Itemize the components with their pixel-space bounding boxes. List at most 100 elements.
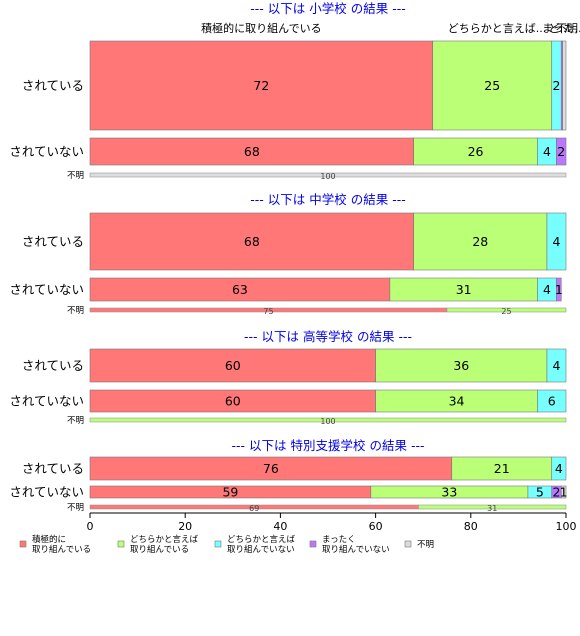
- data-label: 25: [501, 307, 511, 316]
- data-label: 63: [232, 282, 248, 297]
- x-tick-label: 0: [87, 520, 94, 533]
- row-label: されていない: [9, 394, 84, 409]
- data-label: 4: [543, 282, 551, 297]
- data-label: 1: [555, 282, 563, 297]
- bar-row: されている 76 21 4: [22, 456, 567, 481]
- legend-label: どちらかと言えば取り組んでいない: [227, 534, 296, 555]
- data-label: 100: [320, 417, 335, 426]
- data-label: 6: [548, 394, 556, 409]
- bar-segment: [413, 212, 548, 271]
- row-label: 不明: [67, 171, 84, 181]
- legend-swatch: [214, 540, 222, 548]
- data-label: 4: [555, 461, 563, 476]
- row-label: 不明: [67, 306, 84, 316]
- bar-segment: [418, 504, 567, 510]
- bar-row: されている 68 28 4: [22, 212, 567, 271]
- row-label: されている: [22, 78, 84, 93]
- bar-segment: [551, 456, 567, 481]
- bar-segment: [89, 40, 434, 131]
- row-label: 不明: [67, 503, 84, 513]
- data-label: 60: [225, 358, 241, 373]
- data-label: 31: [456, 282, 472, 297]
- legend: 積極的に取り組んでいる どちらかと言えば取り組んでいる どちらかと言えば取り組んでい…: [19, 534, 434, 555]
- data-label: 72: [253, 78, 269, 93]
- bar-segment: [537, 389, 567, 413]
- data-label: 4: [543, 144, 551, 159]
- section-title: --- 以下は 特別支援学校 の結果 ---: [232, 438, 425, 453]
- bar-segment: [560, 485, 567, 499]
- data-label: 68: [244, 144, 260, 159]
- bar-row: 不明 75 25: [67, 306, 567, 316]
- data-label: 2: [553, 485, 561, 500]
- data-label: 1: [560, 485, 568, 500]
- bar-segment: [413, 137, 538, 166]
- data-label: 36: [453, 358, 469, 373]
- section-4: --- 以下は 特別支援学校 の結果 --- されている 76 21 4 されていない 59…: [9, 438, 567, 513]
- data-label: 59: [222, 485, 238, 500]
- legend-label: まったく取り組んでいない: [322, 535, 390, 555]
- top-category-labels: 積極的に取り組んでいる どちらかと言えば...ど...まった...不明: [201, 21, 580, 35]
- row-label: 不明: [67, 416, 84, 426]
- x-tick-label: 80: [464, 520, 478, 533]
- bar-row: 不明 100: [67, 171, 567, 181]
- bar-row: されていない 59 33 5 2 1: [9, 485, 567, 500]
- legend-label: どちらかと言えば取り組んでいる: [130, 534, 199, 555]
- bar-segment: [446, 307, 567, 313]
- row-label: されていない: [9, 282, 84, 297]
- data-label: 60: [225, 394, 241, 409]
- legend-label: 積極的に取り組んでいる: [32, 534, 91, 555]
- section-2: --- 以下は 中学校 の結果 --- されている 68 28 4 されていない 63 31 4…: [9, 192, 567, 316]
- x-axis: 0 20 40 60 80 100: [87, 512, 577, 533]
- data-label: 34: [449, 394, 465, 409]
- data-label: 26: [468, 144, 484, 159]
- bar-row: 不明 69 31: [67, 503, 567, 513]
- bar-row: されていない 60 34 6: [9, 389, 567, 413]
- top-label: ど...: [549, 22, 571, 35]
- bar-segment: [546, 348, 567, 383]
- data-label: 4: [553, 234, 561, 249]
- section-title: --- 以下は 小学校 の結果 ---: [250, 1, 405, 16]
- data-label: 5: [536, 485, 544, 500]
- section-title: --- 以下は 高等学校 の結果 ---: [244, 329, 412, 344]
- row-label: されていない: [9, 144, 84, 159]
- top-label: どちらかと言えば...: [448, 22, 547, 35]
- legend-swatch: [19, 540, 27, 548]
- data-label: 2: [557, 144, 565, 159]
- legend-swatch: [309, 540, 317, 548]
- section-1: --- 以下は 小学校 の結果 --- されている 72 25 2 されていない 68 26 4…: [9, 1, 567, 181]
- data-label: 4: [553, 358, 561, 373]
- bar-segment: [562, 40, 567, 131]
- top-label: まった...: [542, 22, 580, 35]
- row-label: されていない: [9, 485, 84, 500]
- row-label: されている: [22, 461, 84, 476]
- bar-segment: [89, 172, 567, 178]
- row-label: されている: [22, 234, 84, 249]
- bar-row: されていない 68 26 4 2: [9, 137, 567, 166]
- bar-segment: [89, 137, 414, 166]
- data-label: 75: [263, 307, 273, 316]
- bar-segment: [556, 137, 567, 166]
- bar-row: 不明 100: [67, 416, 567, 426]
- legend-swatch: [117, 540, 125, 548]
- legend-swatch: [404, 540, 412, 548]
- bar-segment: [89, 417, 567, 423]
- bar-segment: [432, 40, 553, 131]
- row-label: されている: [22, 358, 84, 373]
- bar-segment: [375, 348, 548, 383]
- top-label: 積極的に取り組んでいる: [201, 21, 321, 35]
- data-label: 33: [441, 485, 457, 500]
- data-label: 2: [553, 78, 561, 93]
- section-3: --- 以下は 高等学校 の結果 --- されている 60 36 4 されていない 60 34…: [9, 329, 567, 426]
- bar-row: されている 72 25 2: [22, 40, 567, 131]
- data-label: 21: [494, 461, 510, 476]
- section-title: --- 以下は 中学校 の結果 ---: [250, 192, 405, 207]
- data-label: 28: [472, 234, 488, 249]
- bar-row: されていない 63 31 4 1: [9, 277, 563, 302]
- bar-segment: [89, 212, 414, 271]
- bar-row: されている 60 36 4: [22, 348, 567, 383]
- x-tick-label: 40: [273, 520, 287, 533]
- x-tick-label: 100: [556, 520, 577, 533]
- data-label: 25: [484, 78, 500, 93]
- x-tick-label: 20: [178, 520, 192, 533]
